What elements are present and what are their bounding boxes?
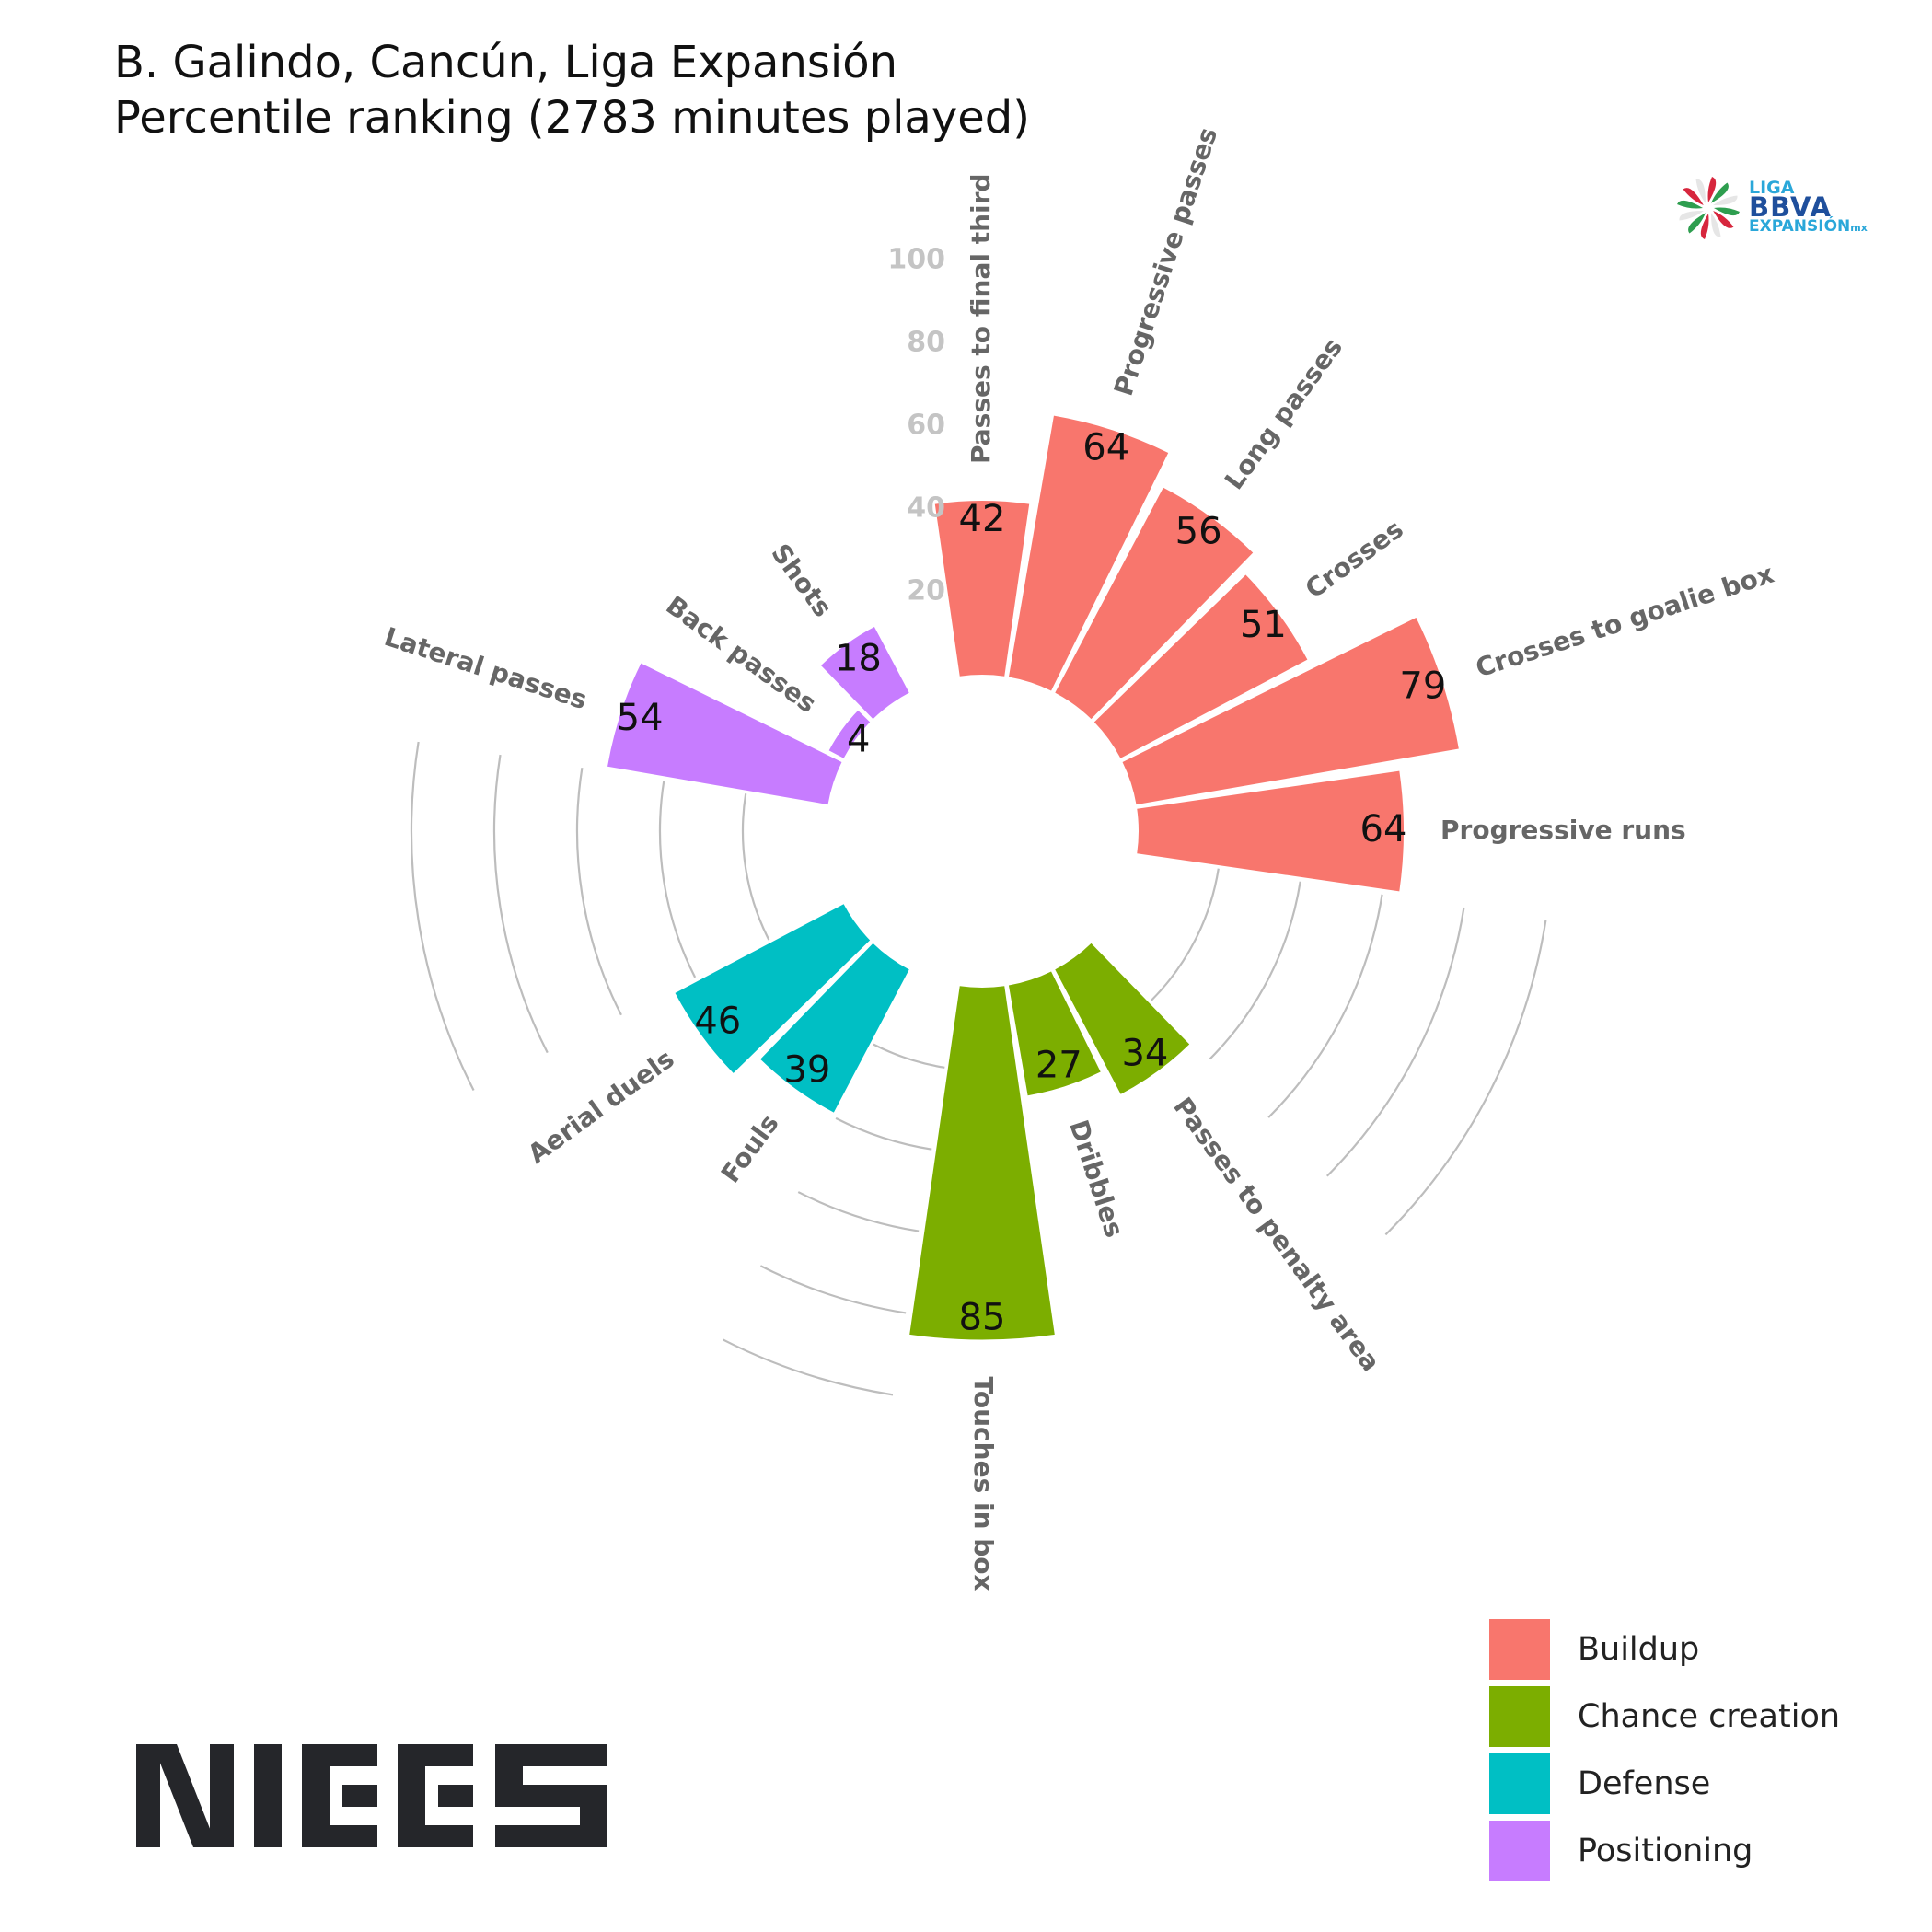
bar-touches-in-box: [909, 986, 1055, 1340]
chart-title: B. Galindo, Cancún, Liga Expansión: [114, 37, 897, 88]
grid-arc: [835, 1116, 932, 1151]
league-swirl-icon: [1677, 177, 1740, 239]
grid-arc: [410, 741, 475, 1091]
legend-item-buildup: Buildup: [1489, 1615, 1840, 1683]
bar-lateral-passes: [607, 663, 842, 805]
grid-arcs: [410, 741, 1547, 1396]
radial-tick-100: 100: [887, 244, 945, 276]
grid-arc: [1267, 894, 1383, 1118]
bar-passes-to-penalty-area: [1055, 943, 1190, 1094]
grid-arc: [575, 767, 622, 1016]
radial-tick-80: 80: [907, 327, 945, 359]
bar-long-passes: [1055, 487, 1254, 720]
legend-swatch-chance-creation: [1489, 1685, 1550, 1747]
bar-crosses-to-goalie-box: [1122, 617, 1459, 805]
legend-label-positioning: Positioning: [1578, 1832, 1753, 1869]
value-label-passes-to-penalty-area: 34: [1121, 1033, 1168, 1075]
value-label-touches-in-box: 85: [959, 1297, 1006, 1339]
bar-passes-to-final-third: [934, 501, 1030, 677]
bar-progressive-passes: [1008, 415, 1169, 691]
category-label-shots: Shots: [765, 538, 838, 623]
league-logo: LIGA BBVA EXPANSIÓNmx: [1673, 173, 1868, 243]
legend: Buildup Chance creation Defense Position…: [1489, 1615, 1840, 1884]
chart-subtitle: Percentile ranking (2783 minutes played): [114, 92, 1030, 144]
value-labels: 42 64 56 51 79 64 34 27 85 39 46 54 4 18: [617, 426, 1447, 1338]
radial-tick-20: 20: [907, 575, 945, 607]
grid-arc: [759, 1265, 907, 1314]
bar-crosses: [1093, 574, 1308, 758]
value-label-shots: 18: [835, 638, 882, 680]
value-label-passes-to-final-third: 42: [959, 498, 1006, 540]
category-label-touches-in-box: Touches in box: [968, 1377, 999, 1591]
bars: [607, 415, 1459, 1340]
value-label-progressive-passes: 64: [1082, 426, 1129, 469]
value-label-long-passes: 56: [1175, 510, 1222, 552]
grid-arc: [1384, 920, 1547, 1236]
category-labels: Passes to final third Progressive passesL…: [381, 123, 1777, 1591]
radial-ticks: 20 40 60 80 100: [887, 244, 945, 607]
grid-arc: [741, 793, 770, 941]
legend-swatch-buildup: [1489, 1618, 1550, 1680]
grid-arc: [1209, 881, 1301, 1060]
legend-swatch-defense: [1489, 1753, 1550, 1814]
legend-label-buildup: Buildup: [1578, 1630, 1700, 1668]
bar-fouls: [760, 943, 909, 1113]
legend-item-chance-creation: Chance creation: [1489, 1683, 1840, 1750]
category-label-aerial-duels: Aerial duels: [522, 1044, 679, 1170]
radial-tick-40: 40: [907, 492, 945, 525]
value-label-crosses-to-goalie-box: 79: [1399, 665, 1446, 707]
legend-item-positioning: Positioning: [1489, 1817, 1840, 1884]
category-label-passes-to-final-third: Passes to final third: [966, 174, 996, 464]
legend-swatch-positioning: [1489, 1820, 1550, 1881]
bar-progressive-runs: [1137, 770, 1405, 892]
grid-arc: [1325, 907, 1465, 1177]
category-label-passes-to-penalty-area: Passes to penalty area: [1167, 1092, 1386, 1377]
bar-aerial-duels: [675, 904, 871, 1073]
category-label-crosses: Crosses: [1300, 514, 1409, 605]
value-label-fouls: 39: [783, 1049, 830, 1092]
category-label-progressive-runs: Progressive runs: [1440, 815, 1686, 845]
category-label-crosses-to-goalie-box: Crosses to goalie box: [1472, 559, 1777, 684]
value-label-lateral-passes: 54: [617, 697, 664, 739]
value-label-progressive-runs: 64: [1360, 808, 1407, 850]
radial-tick-60: 60: [907, 410, 945, 442]
legend-label-chance-creation: Chance creation: [1578, 1697, 1841, 1735]
bar-back-passes: [828, 710, 871, 758]
brand-logo: [136, 1744, 615, 1858]
legend-item-defense: Defense: [1489, 1750, 1840, 1817]
league-logo-line2: BBVA: [1749, 191, 1832, 223]
category-label-dribbles: Dribbles: [1063, 1116, 1129, 1242]
grid-arc: [492, 754, 549, 1054]
category-label-fouls: Fouls: [715, 1108, 785, 1188]
value-label-dribbles: 27: [1035, 1044, 1082, 1086]
bar-shots: [821, 626, 909, 720]
value-label-crosses: 51: [1240, 604, 1287, 646]
value-label-aerial-duels: 46: [694, 1001, 741, 1043]
grid-arc: [1151, 868, 1220, 1001]
league-logo-line3: EXPANSIÓN: [1749, 217, 1851, 236]
league-logo-suffix: mx: [1850, 222, 1868, 234]
league-logo-line1: LIGA: [1749, 178, 1795, 198]
grid-arc: [797, 1191, 920, 1232]
legend-label-defense: Defense: [1578, 1764, 1711, 1802]
grid-arc: [658, 781, 697, 978]
category-label-progressive-passes: Progressive passes: [1108, 123, 1223, 399]
grid-arc: [873, 1043, 945, 1069]
value-label-back-passes: 4: [847, 718, 870, 760]
bar-dribbles: [1008, 971, 1101, 1096]
category-label-lateral-passes: Lateral passes: [381, 621, 591, 715]
grid-arc: [723, 1338, 894, 1396]
niees-logo-icon: [136, 1744, 607, 1847]
category-label-long-passes: Long passes: [1219, 332, 1348, 495]
